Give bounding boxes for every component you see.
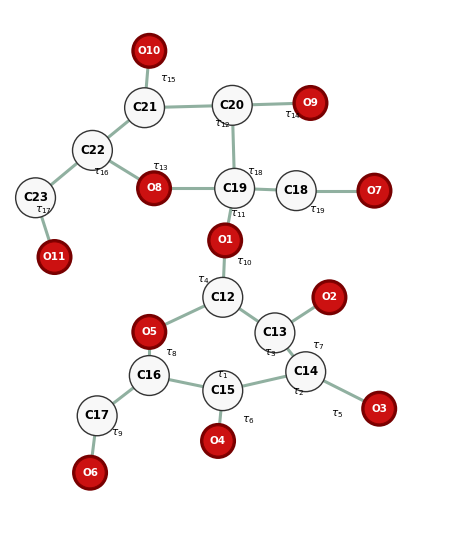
Text: $\tau_{17}$: $\tau_{17}$ bbox=[35, 205, 52, 216]
Text: C19: C19 bbox=[222, 182, 247, 195]
Circle shape bbox=[314, 282, 345, 312]
Text: C17: C17 bbox=[85, 409, 109, 422]
Circle shape bbox=[311, 279, 347, 316]
Text: $\tau_{1}$: $\tau_{1}$ bbox=[216, 369, 228, 382]
Text: C12: C12 bbox=[210, 291, 235, 304]
Circle shape bbox=[39, 242, 70, 272]
Circle shape bbox=[131, 33, 167, 69]
Text: C22: C22 bbox=[80, 144, 105, 157]
Text: $\tau_{12}$: $\tau_{12}$ bbox=[214, 118, 231, 130]
Text: $\tau_{5}$: $\tau_{5}$ bbox=[331, 408, 344, 421]
Text: C14: C14 bbox=[293, 365, 319, 378]
Text: $\tau_{6}$: $\tau_{6}$ bbox=[242, 415, 255, 426]
Circle shape bbox=[295, 88, 326, 118]
Text: $\tau_{2}$: $\tau_{2}$ bbox=[292, 386, 304, 398]
Circle shape bbox=[134, 317, 164, 347]
Text: $\tau_{16}$: $\tau_{16}$ bbox=[93, 166, 110, 177]
Text: $\tau_{3}$: $\tau_{3}$ bbox=[264, 347, 276, 359]
Circle shape bbox=[16, 178, 55, 217]
Circle shape bbox=[255, 313, 295, 353]
Text: $\tau_{11}$: $\tau_{11}$ bbox=[229, 208, 246, 220]
Circle shape bbox=[139, 173, 169, 204]
Circle shape bbox=[77, 396, 117, 435]
Circle shape bbox=[131, 314, 167, 350]
Text: $\tau_{18}$: $\tau_{18}$ bbox=[247, 166, 264, 177]
Text: C23: C23 bbox=[23, 191, 48, 204]
Text: C21: C21 bbox=[132, 101, 157, 114]
Text: O9: O9 bbox=[302, 98, 319, 108]
Circle shape bbox=[276, 171, 316, 211]
Text: O2: O2 bbox=[321, 292, 337, 302]
Circle shape bbox=[129, 356, 169, 395]
Text: O4: O4 bbox=[210, 436, 226, 446]
Text: O5: O5 bbox=[141, 327, 157, 337]
Text: C13: C13 bbox=[263, 326, 287, 340]
Text: $\tau_{13}$: $\tau_{13}$ bbox=[152, 161, 169, 173]
Circle shape bbox=[286, 352, 326, 392]
Text: O1: O1 bbox=[217, 236, 233, 245]
Circle shape bbox=[203, 277, 243, 317]
Circle shape bbox=[73, 131, 112, 170]
Text: $\tau_{10}$: $\tau_{10}$ bbox=[236, 256, 253, 268]
Circle shape bbox=[361, 391, 397, 427]
Circle shape bbox=[134, 36, 164, 66]
Circle shape bbox=[212, 85, 252, 125]
Circle shape bbox=[359, 175, 390, 206]
Circle shape bbox=[356, 173, 392, 209]
Circle shape bbox=[207, 222, 243, 259]
Text: $\tau_{19}$: $\tau_{19}$ bbox=[309, 205, 326, 216]
Text: C15: C15 bbox=[210, 384, 236, 397]
Text: O3: O3 bbox=[371, 403, 387, 414]
Text: $\tau_{7}$: $\tau_{7}$ bbox=[312, 340, 325, 352]
Text: $\tau_{15}$: $\tau_{15}$ bbox=[160, 74, 177, 85]
Text: O7: O7 bbox=[366, 185, 383, 196]
Text: O10: O10 bbox=[137, 46, 161, 56]
Text: $\tau_{9}$: $\tau_{9}$ bbox=[111, 427, 124, 439]
Circle shape bbox=[36, 239, 73, 275]
Circle shape bbox=[203, 426, 233, 456]
Text: $\tau_{14}$: $\tau_{14}$ bbox=[284, 109, 301, 120]
Circle shape bbox=[200, 423, 236, 459]
Text: $\tau_{4}$: $\tau_{4}$ bbox=[197, 274, 209, 286]
Text: C18: C18 bbox=[283, 184, 309, 197]
Circle shape bbox=[75, 457, 105, 488]
Text: O8: O8 bbox=[146, 183, 162, 193]
Circle shape bbox=[364, 393, 394, 424]
Circle shape bbox=[292, 85, 328, 121]
Text: $\tau_{8}$: $\tau_{8}$ bbox=[165, 347, 178, 359]
Text: C16: C16 bbox=[137, 369, 162, 382]
Circle shape bbox=[210, 225, 240, 256]
Circle shape bbox=[215, 168, 255, 208]
Circle shape bbox=[136, 170, 172, 206]
Circle shape bbox=[125, 88, 164, 127]
Text: O11: O11 bbox=[43, 252, 66, 262]
Circle shape bbox=[72, 455, 108, 491]
Circle shape bbox=[203, 371, 243, 410]
Text: O6: O6 bbox=[82, 467, 98, 478]
Text: C20: C20 bbox=[220, 99, 245, 112]
